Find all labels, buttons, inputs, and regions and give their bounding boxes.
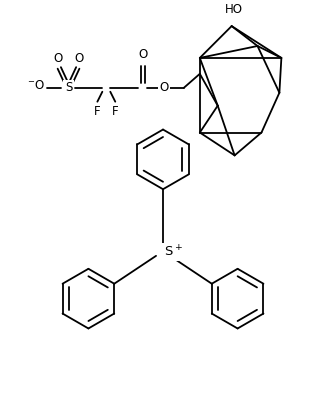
Text: HO: HO xyxy=(225,3,243,16)
Text: S$^+$: S$^+$ xyxy=(164,244,183,260)
Text: O: O xyxy=(74,52,83,65)
Text: O: O xyxy=(160,81,168,94)
Text: $^{-}$O: $^{-}$O xyxy=(27,79,45,92)
Text: S: S xyxy=(65,81,72,94)
Text: O: O xyxy=(138,48,148,61)
Text: F: F xyxy=(94,105,101,118)
Text: O: O xyxy=(54,52,63,65)
Text: F: F xyxy=(112,105,118,118)
